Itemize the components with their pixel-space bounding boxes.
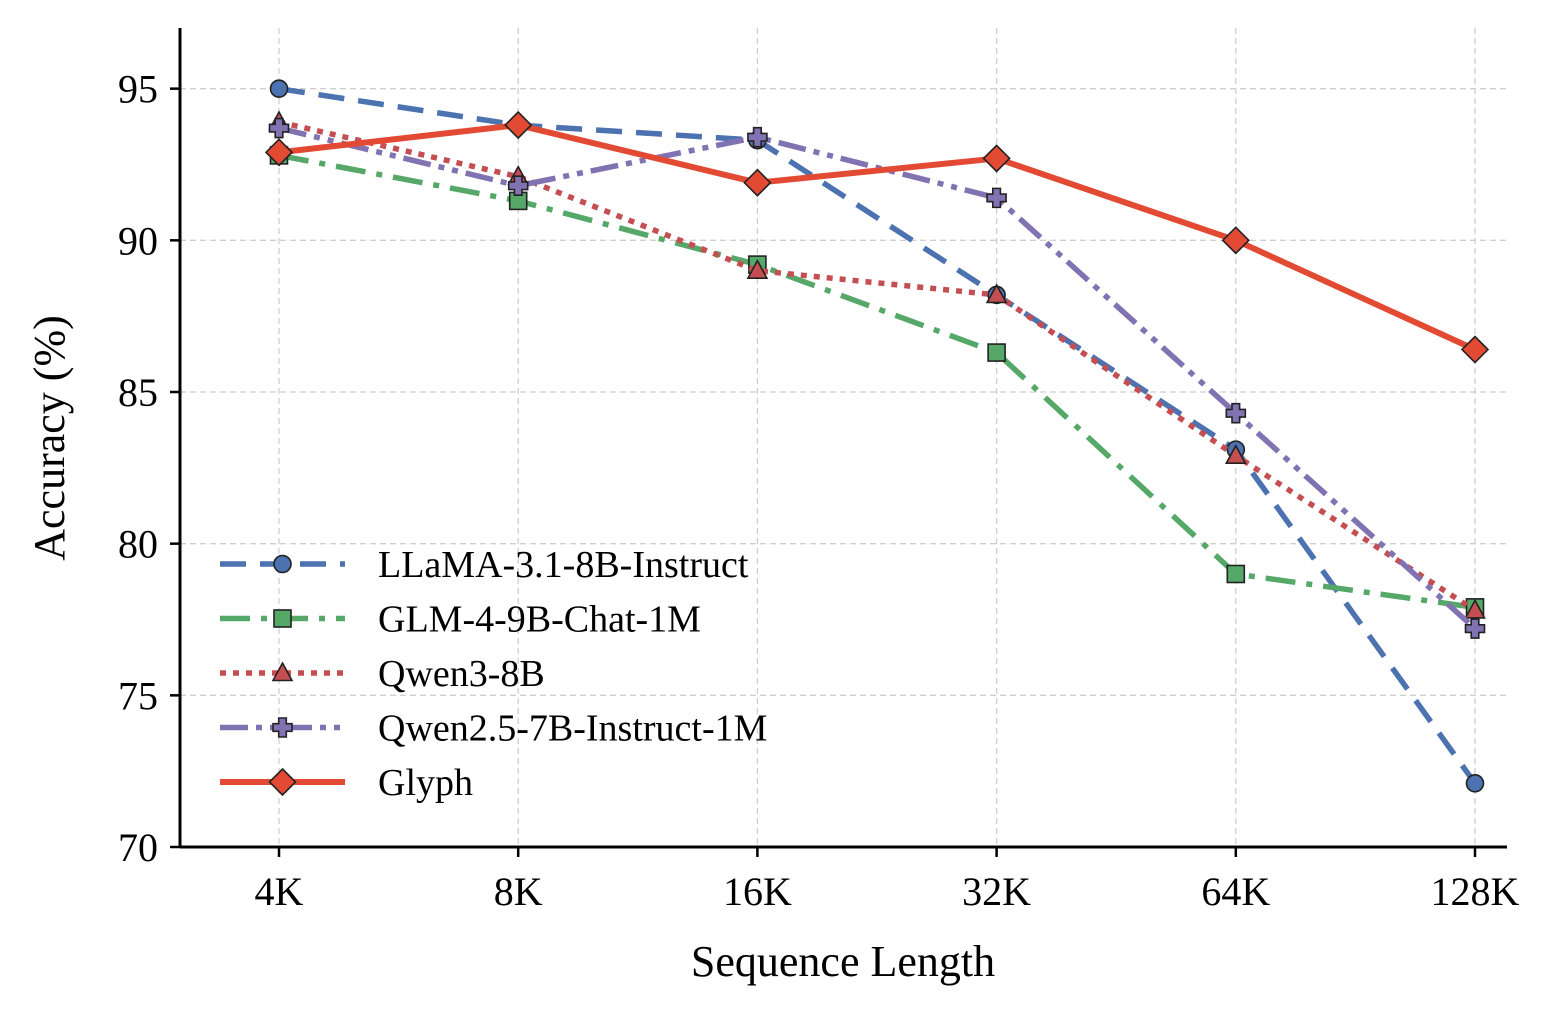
legend-marker-qwen3-8b — [271, 661, 294, 682]
point-qwen2-5-7b-instruct-1m-128K — [1464, 618, 1486, 639]
point-qwen3-8b-128K — [1464, 598, 1486, 619]
series-line-glyph — [278, 122, 1477, 353]
point-glyph-64K — [1221, 226, 1250, 255]
series-line-glm-4-9b-chat-1m — [278, 152, 1476, 611]
legend: LLaMA-3.1-8B-Instruct GLM-4-9B-Chat-1M Qwe… — [220, 544, 767, 804]
y-axis-title: Accuracy (%) — [25, 315, 74, 561]
legend-label-llama-3-1-8b-instruct: LLaMA-3.1-8B-Instruct — [378, 544, 749, 586]
point-qwen3-8b-16K — [746, 258, 769, 279]
x-tick-label-64K: 64K — [1201, 869, 1270, 914]
x-tick-label-128K: 128K — [1431, 869, 1520, 914]
x-tick-label-16K: 16K — [723, 869, 792, 914]
tick-labels: 70 75 80 85 90 95 4K 8K 16K 32K 64K 128K — [118, 67, 1520, 914]
legend-label-qwen2-5-7b-instruct-1m: Qwen2.5-7B-Instruct-1M — [378, 708, 767, 750]
grid-lines — [180, 28, 1507, 847]
legend-item-llama-3-1-8b-instruct: LLaMA-3.1-8B-Instruct — [220, 544, 749, 586]
x-tick-label-4K: 4K — [255, 869, 304, 914]
legend-marker-qwen2-5-7b-instruct-1m — [272, 717, 293, 738]
point-glyph-16K — [743, 168, 772, 197]
legend-label-glm-4-9b-chat-1m: GLM-4-9B-Chat-1M — [378, 599, 701, 641]
y-tick-label-85: 85 — [118, 370, 158, 415]
legend-item-qwen2-5-7b-instruct-1m: Qwen2.5-7B-Instruct-1M — [220, 708, 767, 750]
series-qwen2-5-7b-instruct-1m — [268, 117, 1486, 639]
series-line-qwen2-5-7b-instruct-1m — [278, 125, 1477, 631]
series-line-llama-3-1-8b-instruct — [278, 85, 1478, 785]
series-glyph — [264, 110, 1490, 364]
point-glyph-128K — [1460, 335, 1490, 364]
series-lines — [264, 79, 1490, 793]
point-glyph-4K — [264, 138, 294, 167]
legend-marker-glyph — [268, 767, 297, 797]
x-tick-label-32K: 32K — [962, 869, 1031, 914]
legend-marker-llama-3-1-8b-instruct — [273, 554, 292, 574]
legend-item-glm-4-9b-chat-1m: GLM-4-9B-Chat-1M — [220, 599, 701, 641]
series-line-qwen3-8b — [278, 119, 1477, 613]
y-tick-label-75: 75 — [118, 673, 158, 718]
point-qwen2-5-7b-instruct-1m-32K — [986, 187, 1007, 209]
legend-item-glyph: Glyph — [220, 762, 473, 804]
y-tick-label-70: 70 — [118, 825, 158, 870]
point-glyph-32K — [982, 144, 1011, 173]
y-tick-label-95: 95 — [118, 67, 158, 112]
point-qwen2-5-7b-instruct-1m-4K — [268, 117, 290, 139]
axes — [178, 28, 1507, 849]
point-glm-4-9b-chat-1m-32K — [987, 343, 1006, 362]
point-glm-4-9b-chat-1m-64K — [1226, 564, 1246, 584]
point-llama-3-1-8b-instruct-128K — [1465, 773, 1485, 793]
point-glyph-8K — [504, 110, 533, 140]
x-tick-label-8K: 8K — [494, 869, 543, 914]
legend-label-qwen3-8b: Qwen3-8B — [378, 653, 545, 695]
legend-label-glyph: Glyph — [378, 762, 473, 804]
point-llama-3-1-8b-instruct-4K — [269, 79, 289, 98]
y-tick-label-90: 90 — [118, 218, 158, 263]
legend-item-qwen3-8b: Qwen3-8B — [220, 653, 545, 695]
x-axis-title: Sequence Length — [691, 937, 995, 986]
point-qwen3-8b-32K — [985, 283, 1008, 304]
point-qwen3-8b-64K — [1224, 444, 1247, 465]
legend-marker-glm-4-9b-chat-1m — [273, 609, 292, 628]
point-qwen2-5-7b-instruct-1m-16K — [747, 126, 768, 148]
point-qwen2-5-7b-instruct-1m-8K — [507, 175, 529, 197]
y-tick-label-80: 80 — [118, 522, 158, 567]
point-qwen2-5-7b-instruct-1m-64K — [1225, 402, 1247, 424]
